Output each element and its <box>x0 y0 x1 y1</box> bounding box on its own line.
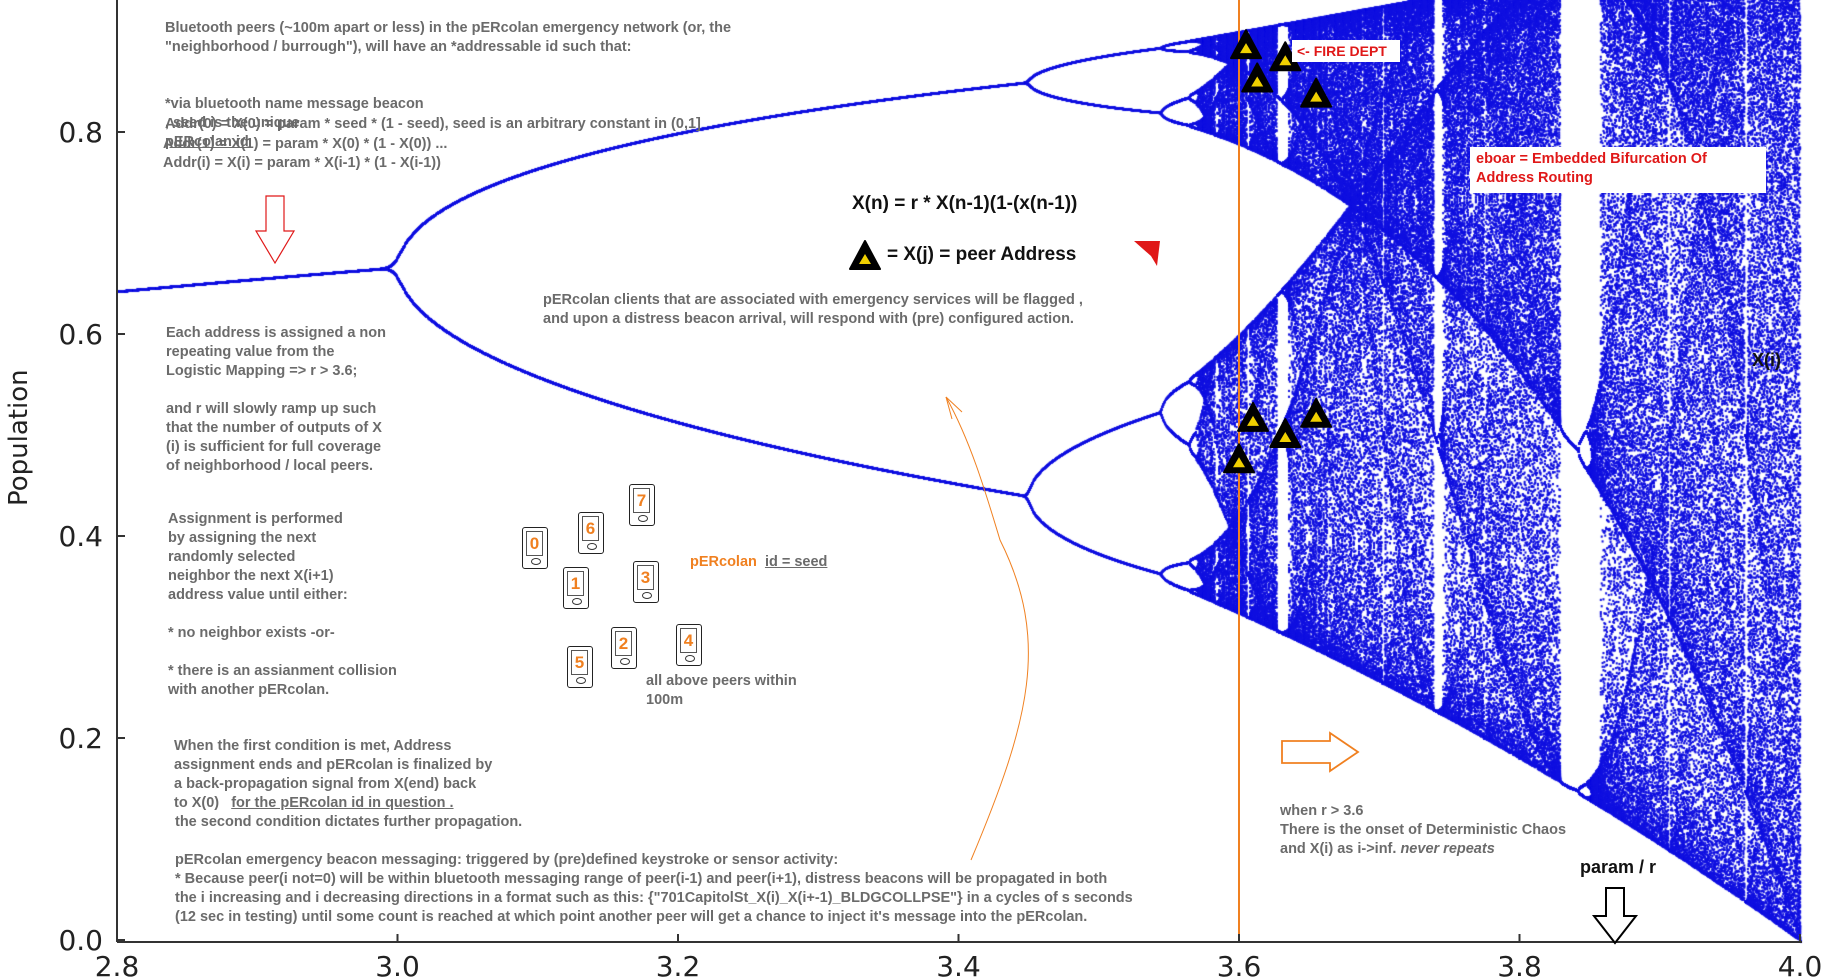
peer-marker-icon <box>1241 62 1274 93</box>
peer-marker-icon <box>1237 401 1270 432</box>
phone-home-button-icon <box>587 543 597 550</box>
fire-dept-label: <- FIRE DEPT <box>1297 43 1387 59</box>
annotation-shapes <box>254 195 1639 945</box>
peer-marker-icon <box>1300 397 1333 428</box>
right-arrow-orange-icon <box>1281 731 1360 773</box>
peers-within-note: all above peers within 100m <box>646 673 797 708</box>
x-tick-label: 3.4 <box>936 950 981 978</box>
phone-label: 2 <box>615 631 632 656</box>
phone-label: 3 <box>637 565 654 590</box>
phone-home-button-icon <box>638 515 648 522</box>
equation-peer-address: = X(j) = peer Address <box>887 244 1077 265</box>
id-seed-note: pERcolan id = seed <box>690 534 827 572</box>
phone-icon-3: 3 <box>633 561 659 603</box>
eboar-label: eboar = Embedded Bifurcation Of Address … <box>1476 151 1707 186</box>
red-pointer-icon <box>1134 241 1160 266</box>
x-tick-label: 3.2 <box>656 950 701 978</box>
phone-label: 5 <box>571 650 588 675</box>
clients-note: pERcolan clients that are associated wit… <box>543 292 1083 327</box>
each-address-note: Each address is assigned a non repeating… <box>166 325 386 474</box>
addr-i: Addr(i) = X(i) = param * X(i-1) * (1 - X… <box>163 155 441 171</box>
peer-marker-icon <box>1300 77 1333 108</box>
x-tick-label: 3.0 <box>375 950 420 978</box>
first-condition-text: When the first condition is met, Address… <box>174 738 493 811</box>
y-tick-label: 0.2 <box>58 722 103 755</box>
peer-markers <box>849 29 1333 474</box>
phone-home-button-icon <box>531 558 541 565</box>
phone-home-button-icon <box>572 598 582 605</box>
phone-label: 7 <box>633 488 650 513</box>
x-tick-label: 3.8 <box>1497 950 1542 978</box>
first-condition-underlined: for the pERcolan id in question . <box>231 795 454 811</box>
orange-curve-arrowhead <box>945 396 963 420</box>
peer-marker-icon <box>1269 418 1302 448</box>
y-tick-label: 0.4 <box>58 520 103 553</box>
emergency-note: pERcolan emergency beacon messaging: tri… <box>175 852 1133 925</box>
tick-labels: 2.8 3.0 3.2 3.4 3.6 3.8 4.0 0.0 0.2 0.4 0.6 0.8 <box>58 116 1822 978</box>
y-axis-label: Population <box>4 369 34 506</box>
equation-logistic: X(n) = r * X(n-1)(1-(x(n-1)) <box>852 193 1078 214</box>
addr-1: Addr(1) = X(1) = param * X(0) * (1 - X(0… <box>163 136 448 152</box>
beacon-line: *via bluetooth name message beacon , see… <box>165 76 424 152</box>
phone-home-button-icon <box>620 658 630 665</box>
peer-marker-icon <box>1223 443 1255 474</box>
fire-dept-box <box>1292 40 1400 62</box>
peer-marker-icon <box>1230 29 1263 60</box>
phone-home-button-icon <box>685 655 695 662</box>
phone-label: 4 <box>680 628 697 653</box>
intro-line-1: Bluetooth peers (~100m apart or less) in… <box>165 20 732 36</box>
assignment-note: Assignment is performed by assigning the… <box>168 511 397 698</box>
down-arrow-red-icon <box>254 195 296 265</box>
first-condition-note: When the first condition is met, Address… <box>174 718 492 813</box>
phone-home-button-icon <box>642 592 652 599</box>
id-seed-a: pERcolan <box>690 554 757 570</box>
intro-line-2: "neighborhood / burrough"), will have an… <box>165 39 632 55</box>
beacon-text-c: pERcolan id <box>165 134 249 150</box>
beacon-text-a: *via bluetooth name message beacon <box>165 96 424 112</box>
id-seed-b: id = seed <box>764 554 828 570</box>
addr-0: Addr(0) = X(0) = param * seed * (1 - see… <box>165 116 701 132</box>
phone-home-button-icon <box>576 677 586 684</box>
x-tick-label: 4.0 <box>1778 950 1823 978</box>
phone-label: 1 <box>567 571 584 596</box>
legend-marker-icon <box>849 240 881 270</box>
x-tick-label: 2.8 <box>95 950 140 978</box>
down-arrow-black-icon <box>1591 887 1639 945</box>
y-tick-label: 0.8 <box>58 116 103 149</box>
eboar-box <box>1470 147 1766 193</box>
phone-icon-4: 4 <box>676 624 702 666</box>
phone-icon-1: 1 <box>563 567 589 609</box>
phone-icon-0: 0 <box>522 527 548 569</box>
phone-label: 6 <box>582 516 599 541</box>
param-r-label: param / r <box>1580 857 1657 877</box>
phone-label: 0 <box>526 531 543 556</box>
chaos-never-repeats: never repeats <box>1400 841 1495 857</box>
phone-icon-6: 6 <box>578 512 604 554</box>
chaos-note: when r > 3.6 There is the onset of Deter… <box>1280 783 1566 859</box>
beacon-text-b: , seed is the unique <box>165 115 300 131</box>
phone-icon-2: 2 <box>611 627 637 669</box>
phone-icon-5: 5 <box>567 646 593 688</box>
x-i-label: X(i) <box>1752 350 1781 370</box>
x-tick-label: 3.6 <box>1217 950 1262 978</box>
phone-icon-7: 7 <box>629 484 655 526</box>
y-tick-label: 0.0 <box>58 924 103 957</box>
chaos-text: when r > 3.6 There is the onset of Deter… <box>1280 803 1567 857</box>
second-condition-note: the second condition dictates further pr… <box>175 814 523 830</box>
orange-curve-arrow <box>945 396 1029 861</box>
y-tick-label: 0.6 <box>58 318 103 351</box>
